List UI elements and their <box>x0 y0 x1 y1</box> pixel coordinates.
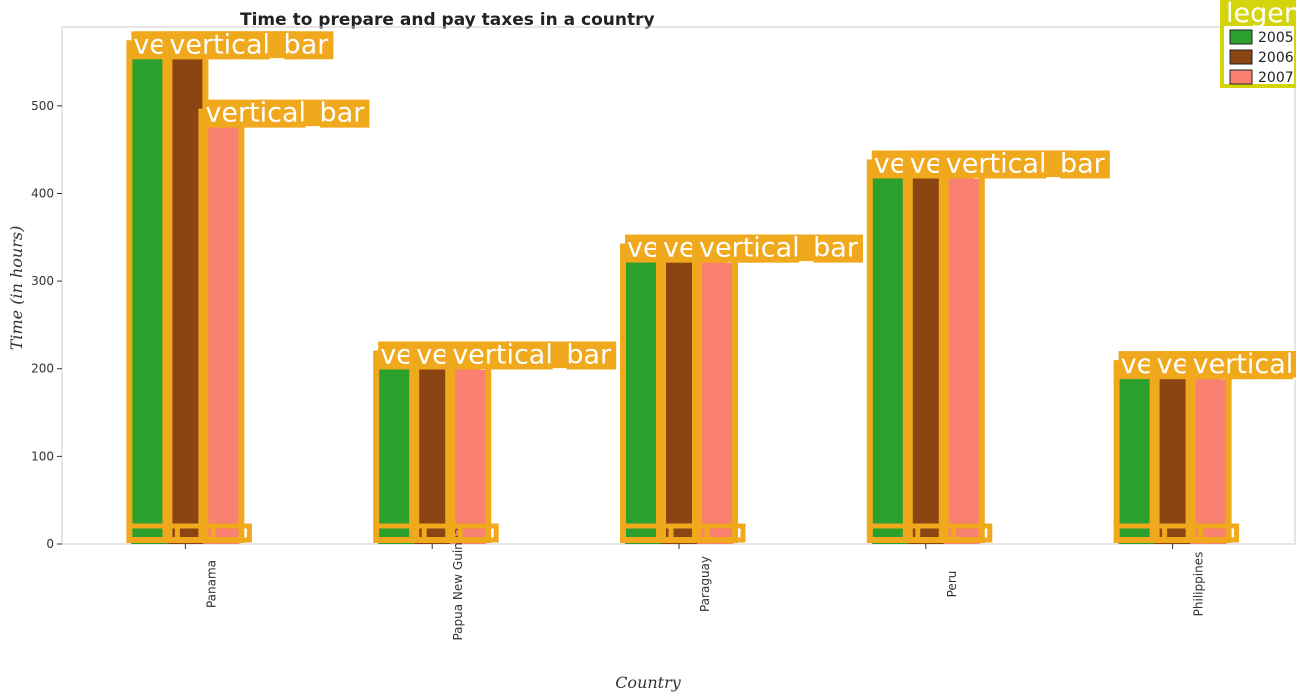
x-axis-title: Country <box>615 673 682 692</box>
bar <box>378 363 415 544</box>
y-tick-label: 100 <box>31 449 54 463</box>
bar-annotation-label: vertical_bar <box>452 339 612 370</box>
bar-base-annotation <box>656 523 710 543</box>
x-tick-label: Papua New Guinea <box>451 527 465 640</box>
bar-base-annotation <box>409 523 463 543</box>
bar <box>167 53 204 544</box>
bar-annotation-label: vertical_bar <box>1193 349 1296 380</box>
bar <box>943 172 980 545</box>
bar-base-annotation <box>692 523 746 543</box>
bar-annotation-label: vertical_bar <box>946 148 1106 179</box>
bar-annotation-tag <box>203 99 370 128</box>
bar-annotation-tag <box>167 31 334 60</box>
bar <box>697 256 733 544</box>
legend-label: 2007 <box>1258 70 1294 86</box>
bar-annotation-tag <box>450 341 617 370</box>
bar-annotation-tag <box>697 234 863 263</box>
y-tick-label: 300 <box>31 274 54 288</box>
x-tick-label: Panama <box>204 560 218 608</box>
bar-base-annotation <box>126 523 180 543</box>
legend-swatch <box>1229 49 1253 65</box>
bar <box>625 256 661 544</box>
bar <box>907 172 944 545</box>
bar-base-annotation <box>1114 523 1168 543</box>
bar <box>1154 373 1191 544</box>
bar <box>131 53 168 544</box>
legend-label: 2006 <box>1258 50 1294 66</box>
bar-base-annotation <box>162 523 216 543</box>
legend-swatch <box>1229 29 1253 45</box>
bar-annotation-tag <box>1190 351 1296 380</box>
y-tick-label: 500 <box>31 99 54 113</box>
legend-label: 2005 <box>1258 30 1294 46</box>
legend-swatch <box>1229 69 1253 85</box>
bar <box>661 256 697 544</box>
x-axis: Panama Papua New Guinea Paraguay Peru Philip… <box>184 527 1206 641</box>
y-axis-title: Time (in hours) <box>7 226 26 351</box>
y-axis: 0 100 200 300 400 500 <box>31 99 62 551</box>
bar-base-annotation <box>939 523 993 543</box>
bar <box>414 363 451 544</box>
bar-annotation-tag <box>943 150 1110 179</box>
annotation-overlays: vertical_barvertical_barvertical_barvert… <box>126 29 1296 544</box>
bar-annotation-label: vertical_bar <box>169 29 329 60</box>
bar-base-annotation <box>445 523 499 543</box>
y-tick-label: 400 <box>31 186 54 200</box>
legend-title: legend <box>1226 0 1296 29</box>
bar-annotation-label: vertical_bar <box>205 98 365 129</box>
legend: legend2005 2006 2007 <box>1220 0 1296 88</box>
bar-base-annotation <box>373 523 427 543</box>
x-tick-label: Paraguay <box>698 556 712 612</box>
x-tick-label: Philippines <box>1192 552 1206 617</box>
bar-base-annotation <box>1150 523 1204 543</box>
y-tick-label: 0 <box>46 537 54 551</box>
bar <box>203 121 240 544</box>
bar <box>1118 373 1155 544</box>
bar-base-annotation <box>620 523 674 543</box>
bar-base-annotation <box>1186 523 1240 543</box>
bar <box>450 363 487 544</box>
legend-title-tag <box>1222 0 1296 26</box>
y-tick-label: 200 <box>31 362 54 376</box>
bar-base-annotation <box>867 523 921 543</box>
bar <box>1190 373 1227 544</box>
bar-base-annotation <box>198 523 252 543</box>
plot-area <box>61 26 1296 545</box>
x-tick-label: Peru <box>945 571 959 598</box>
bar-base-annotation <box>903 523 957 543</box>
chart-title: Time to prepare and pay taxes in a count… <box>240 10 655 30</box>
bar-annotation-label: vertical_bar <box>699 233 859 264</box>
bar <box>871 172 908 545</box>
